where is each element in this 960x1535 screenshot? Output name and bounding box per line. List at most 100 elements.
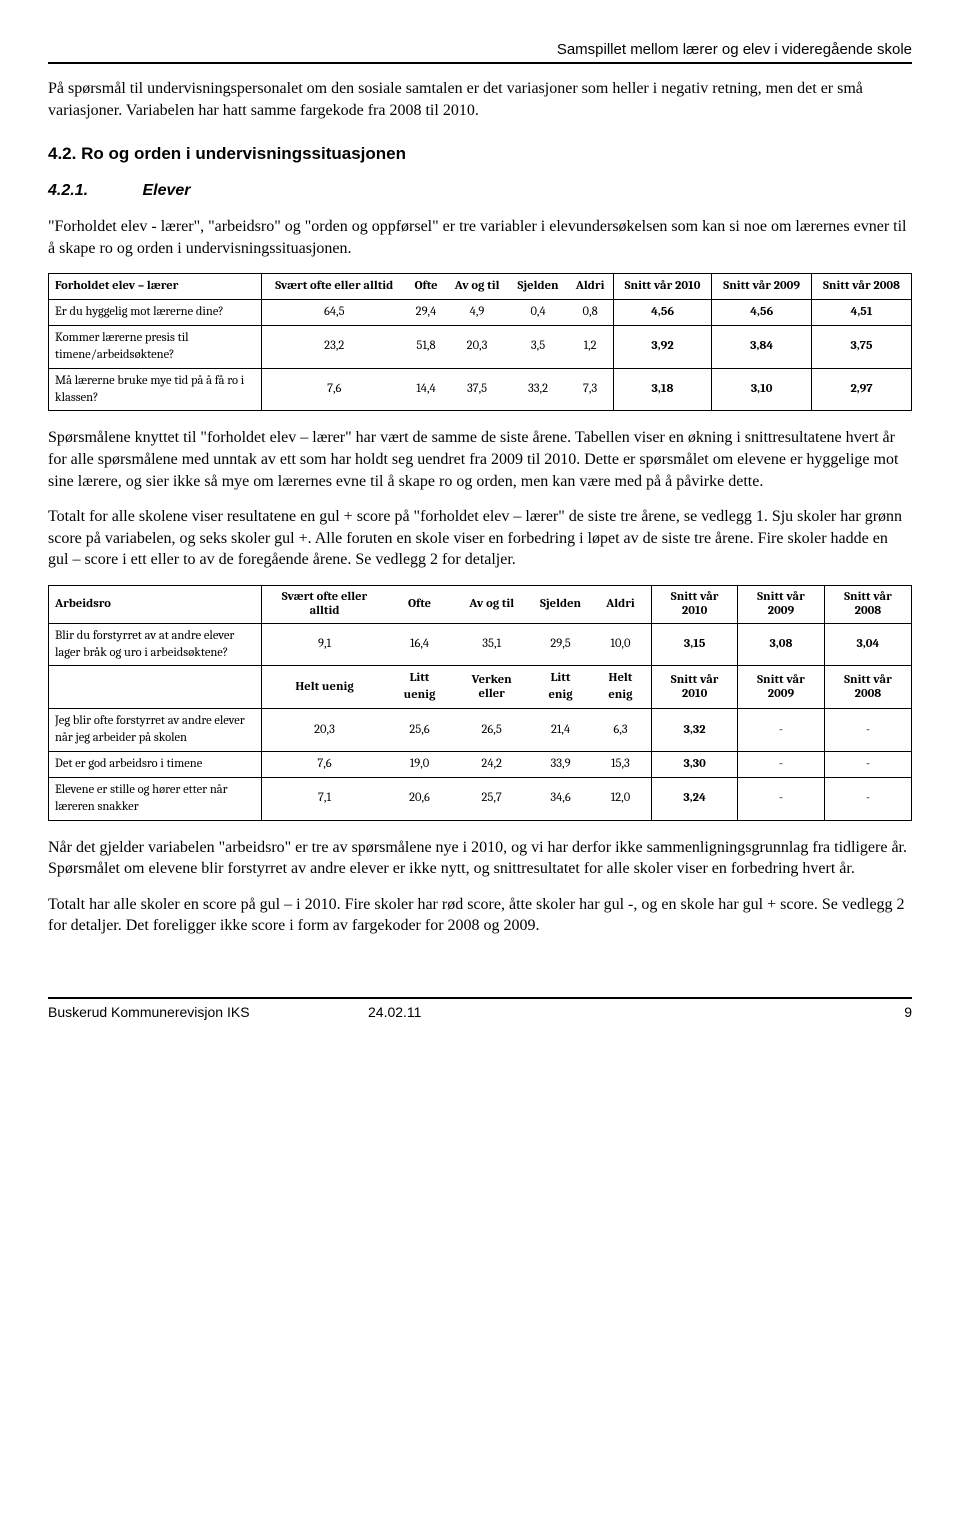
cell: 7,6: [262, 751, 388, 777]
cell: -: [738, 751, 825, 777]
cell: 6,3: [590, 709, 652, 752]
heading-4-2-1: 4.2.1. Elever: [48, 180, 912, 202]
cell: 2,97: [811, 368, 911, 411]
cell: 34,6: [531, 777, 589, 820]
col-header: Snitt vår 2010: [613, 274, 712, 300]
cell: 29,4: [407, 300, 446, 326]
col-header: Av og til: [452, 585, 531, 623]
cell: 3,10: [712, 368, 812, 411]
cell: 0,8: [567, 300, 613, 326]
col-header: Snitt vår 2009: [738, 666, 825, 709]
table-row: Jeg blir ofte forstyrret av andre elever…: [49, 709, 912, 752]
cell: -: [738, 709, 825, 752]
cell: 7,1: [262, 777, 388, 820]
col-header: Sjelden: [531, 585, 589, 623]
cell: 3,75: [811, 325, 911, 368]
cell: 64,5: [262, 300, 407, 326]
cell: 3,18: [613, 368, 712, 411]
cell: 25,7: [452, 777, 531, 820]
cell: 7,3: [567, 368, 613, 411]
table-arbeidsro: Arbeidsro Svært ofte eller alltid Ofte A…: [48, 585, 912, 821]
table-title: Arbeidsro: [49, 585, 262, 623]
section-paragraph: "Forholdet elev - lærer", "arbeidsro" og…: [48, 216, 912, 259]
cell: 4,56: [712, 300, 812, 326]
cell: 33,9: [531, 751, 589, 777]
cell: 3,04: [824, 623, 911, 666]
page-footer: Buskerud Kommunerevisjon IKS 24.02.11 9: [48, 997, 912, 1022]
table-title: Forholdet elev – lærer: [49, 274, 262, 300]
row-label: Det er god arbeidsro i timene: [49, 751, 262, 777]
row-label: Er du hyggelig mot lærerne dine?: [49, 300, 262, 326]
cell: 3,24: [652, 777, 738, 820]
table-row: Kommer lærerne presis til timene/arbeids…: [49, 325, 912, 368]
cell: 10,0: [590, 623, 652, 666]
table-row: Elevene er stille og hører etter når lær…: [49, 777, 912, 820]
intro-paragraph: På spørsmål til undervisningspersonalet …: [48, 78, 912, 121]
paragraph: Totalt for alle skolene viser resultaten…: [48, 506, 912, 571]
paragraph: Spørsmålene knyttet til "forholdet elev …: [48, 427, 912, 492]
footer-date: 24.02.11: [368, 1003, 872, 1022]
page-header: Samspillet mellom lærer og elev i videre…: [48, 40, 912, 64]
cell: 26,5: [452, 709, 531, 752]
cell: 0,4: [509, 300, 568, 326]
table-row: Er du hyggelig mot lærerne dine? 64,5 29…: [49, 300, 912, 326]
cell: 3,5: [509, 325, 568, 368]
cell: 3,32: [652, 709, 738, 752]
cell: 14,4: [407, 368, 446, 411]
cell: -: [824, 751, 911, 777]
cell: 35,1: [452, 623, 531, 666]
col-header: Svært ofte eller alltid: [262, 585, 388, 623]
col-header: Litt uenig: [387, 666, 452, 709]
row-label: Elevene er stille og hører etter når lær…: [49, 777, 262, 820]
row-label: Må lærerne bruke mye tid på å få ro i kl…: [49, 368, 262, 411]
col-header: Aldri: [567, 274, 613, 300]
cell: 3,30: [652, 751, 738, 777]
col-header: Snitt vår 2008: [824, 666, 911, 709]
cell: -: [738, 777, 825, 820]
cell: 23,2: [262, 325, 407, 368]
col-header: Verken eller: [452, 666, 531, 709]
cell: 4,9: [445, 300, 508, 326]
cell: 9,1: [262, 623, 388, 666]
col-header: Snitt vår 2009: [712, 274, 812, 300]
table-forholdet-elev-laerer: Forholdet elev – lærer Svært ofte eller …: [48, 273, 912, 411]
cell: 20,3: [445, 325, 508, 368]
empty-header: [49, 666, 262, 709]
footer-page-number: 9: [872, 1003, 912, 1022]
cell: 25,6: [387, 709, 452, 752]
heading-number: 4.2.1.: [48, 180, 138, 202]
cell: 33,2: [509, 368, 568, 411]
cell: 16,4: [387, 623, 452, 666]
row-label: Kommer lærerne presis til timene/arbeids…: [49, 325, 262, 368]
col-header: Svært ofte eller alltid: [262, 274, 407, 300]
cell: 15,3: [590, 751, 652, 777]
col-header: Ofte: [407, 274, 446, 300]
col-header: Snitt vår 2009: [738, 585, 825, 623]
heading-4-2: 4.2. Ro og orden i undervisningssituasjo…: [48, 143, 912, 166]
cell: -: [824, 777, 911, 820]
cell: 4,51: [811, 300, 911, 326]
col-header: Ofte: [387, 585, 452, 623]
col-header: Av og til: [445, 274, 508, 300]
cell: 3,84: [712, 325, 812, 368]
cell: -: [824, 709, 911, 752]
paragraph: Når det gjelder variabelen "arbeidsro" e…: [48, 837, 912, 880]
cell: 20,6: [387, 777, 452, 820]
heading-text: Elever: [142, 182, 190, 199]
col-header: Snitt vår 2010: [652, 666, 738, 709]
cell: 20,3: [262, 709, 388, 752]
table-row: Må lærerne bruke mye tid på å få ro i kl…: [49, 368, 912, 411]
cell: 1,2: [567, 325, 613, 368]
cell: 3,92: [613, 325, 712, 368]
cell: 7,6: [262, 368, 407, 411]
paragraph: Totalt har alle skoler en score på gul –…: [48, 894, 912, 937]
cell: 24,2: [452, 751, 531, 777]
table-row: Det er god arbeidsro i timene 7,6 19,0 2…: [49, 751, 912, 777]
cell: 51,8: [407, 325, 446, 368]
cell: 29,5: [531, 623, 589, 666]
col-header: Sjelden: [509, 274, 568, 300]
row-label: Blir du forstyrret av at andre elever la…: [49, 623, 262, 666]
table-row: Blir du forstyrret av at andre elever la…: [49, 623, 912, 666]
cell: 12,0: [590, 777, 652, 820]
col-header: Helt uenig: [262, 666, 388, 709]
